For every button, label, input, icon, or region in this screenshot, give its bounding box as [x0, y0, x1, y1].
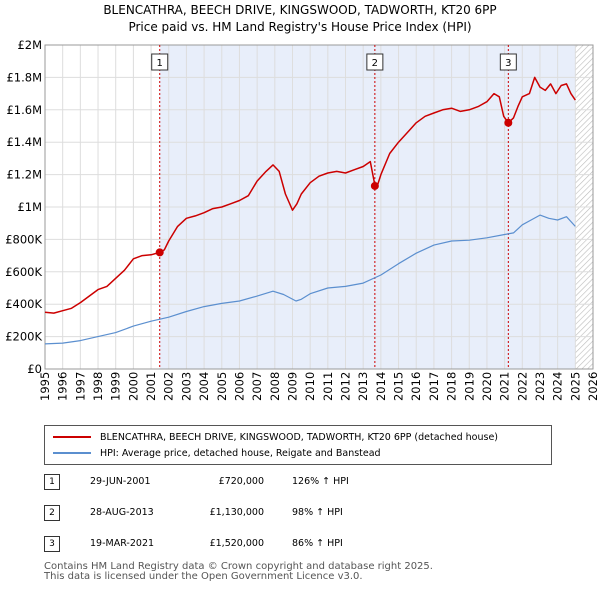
- x-tick-label: 2004: [197, 372, 211, 401]
- sale-hpi-change: 98% ↑ HPI: [292, 507, 343, 518]
- x-tick-label: 2012: [339, 372, 353, 401]
- sale-point: [504, 118, 513, 127]
- sale-marker-box: [366, 53, 384, 71]
- y-tick-label: £600K: [5, 265, 42, 279]
- y-tick-label: £1.6M: [6, 103, 42, 117]
- chart-title-address: BLENCATHRA, BEECH DRIVE, KINGSWOOD, TADW…: [103, 3, 497, 17]
- x-tick-label: 2001: [144, 372, 158, 401]
- y-tick-label: £1.8M: [6, 70, 42, 84]
- table-row: 3 19-MAR-2021 £1,520,000 86% ↑ HPI: [44, 533, 464, 555]
- sale-price: £1,520,000: [209, 538, 264, 549]
- x-tick-label: 2015: [392, 372, 406, 401]
- table-row: 2 28-AUG-2013 £1,130,000 98% ↑ HPI: [44, 502, 464, 524]
- sale-number-badge: 1: [44, 474, 60, 490]
- x-tick-label: 1997: [73, 372, 87, 401]
- sale-marker-box: [499, 53, 517, 71]
- x-tick-label: 2007: [250, 372, 264, 401]
- x-tick-label: 2016: [409, 372, 423, 401]
- chart-legend: BLENCATHRA, BEECH DRIVE, KINGSWOOD, TADW…: [44, 425, 552, 465]
- legend-item-property: BLENCATHRA, BEECH DRIVE, KINGSWOOD, TADW…: [53, 429, 498, 445]
- table-row: 1 29-JUN-2001 £720,000 126% ↑ HPI: [44, 471, 464, 493]
- x-tick-label: 2011: [321, 372, 335, 401]
- x-tick-label: 2022: [515, 372, 529, 401]
- x-tick-label: 2017: [427, 372, 441, 401]
- y-tick-label: £400K: [5, 297, 42, 311]
- x-tick-label: 2002: [162, 372, 176, 401]
- footer-copyright: Contains HM Land Registry data © Crown c…: [44, 561, 433, 572]
- sale-hpi-change: 126% ↑ HPI: [292, 476, 349, 487]
- x-tick-label: 2005: [215, 372, 229, 401]
- x-tick-label: 2026: [586, 372, 600, 401]
- y-tick-label: £1M: [17, 200, 42, 214]
- y-tick-label: £1.2M: [6, 168, 42, 182]
- x-tick-label: 2019: [462, 372, 476, 401]
- x-tick-label: 2025: [568, 372, 582, 401]
- y-tick-label: £2M: [17, 38, 42, 52]
- sale-marker-box: [151, 53, 169, 71]
- sale-point: [370, 181, 379, 190]
- sale-point: [155, 248, 164, 257]
- sale-marker-label: 1: [157, 58, 163, 69]
- price-chart: £0 £200K £400K £600K £800K £1M £1.2M £1.4M £1.6M…: [5, 38, 600, 401]
- legend-swatch-property: [53, 436, 91, 438]
- y-tick-label: £0: [27, 362, 42, 376]
- x-tick-label: 1999: [109, 372, 123, 401]
- sale-date: 19-MAR-2021: [90, 538, 155, 549]
- x-tick-label: 1998: [91, 372, 105, 401]
- legend-label-property: BLENCATHRA, BEECH DRIVE, KINGSWOOD, TADW…: [100, 431, 499, 443]
- chart-subtitle: Price paid vs. HM Land Registry's House …: [128, 20, 472, 34]
- x-tick-label: 2010: [303, 372, 317, 401]
- legend-swatch-hpi: [53, 452, 91, 454]
- sale-date: 28-AUG-2013: [90, 507, 154, 518]
- x-tick-label: 2018: [445, 372, 459, 401]
- x-tick-label: 2003: [179, 372, 193, 401]
- legend-label-hpi: HPI: Average price, detached house, Reig…: [100, 447, 381, 459]
- y-tick-label: £1.4M: [6, 135, 42, 149]
- x-tick-label: 2021: [498, 372, 512, 401]
- x-tick-label: 2014: [374, 372, 388, 401]
- x-tick-label: 2009: [285, 372, 299, 401]
- sale-number-badge: 3: [44, 536, 60, 552]
- legend-item-hpi: HPI: Average price, detached house, Reig…: [53, 445, 381, 461]
- sale-price: £1,130,000: [209, 507, 264, 518]
- footer-licence: This data is licensed under the Open Gov…: [44, 571, 363, 582]
- sale-date: 29-JUN-2001: [90, 476, 151, 487]
- x-tick-label: 2008: [268, 372, 282, 401]
- x-tick-label: 2024: [551, 372, 565, 401]
- x-tick-label: 2006: [232, 372, 246, 401]
- sale-marker-label: 3: [505, 58, 511, 69]
- sale-hpi-change: 86% ↑ HPI: [292, 538, 343, 549]
- sale-price: £720,000: [218, 476, 264, 487]
- sale-marker-label: 2: [372, 58, 378, 69]
- x-tick-label: 1996: [56, 372, 70, 401]
- y-tick-label: £800K: [5, 232, 42, 246]
- y-tick-label: £200K: [5, 330, 42, 344]
- x-tick-label: 2020: [480, 372, 494, 401]
- hpi-line: [44, 214, 576, 345]
- x-tick-label: 2013: [356, 372, 370, 401]
- plot-border: [44, 44, 594, 370]
- x-tick-label: 2023: [533, 372, 547, 401]
- x-tick-label: 1995: [38, 372, 52, 401]
- sale-number-badge: 2: [44, 505, 60, 521]
- property-price-line: [44, 76, 576, 314]
- x-tick-label: 2000: [126, 372, 140, 401]
